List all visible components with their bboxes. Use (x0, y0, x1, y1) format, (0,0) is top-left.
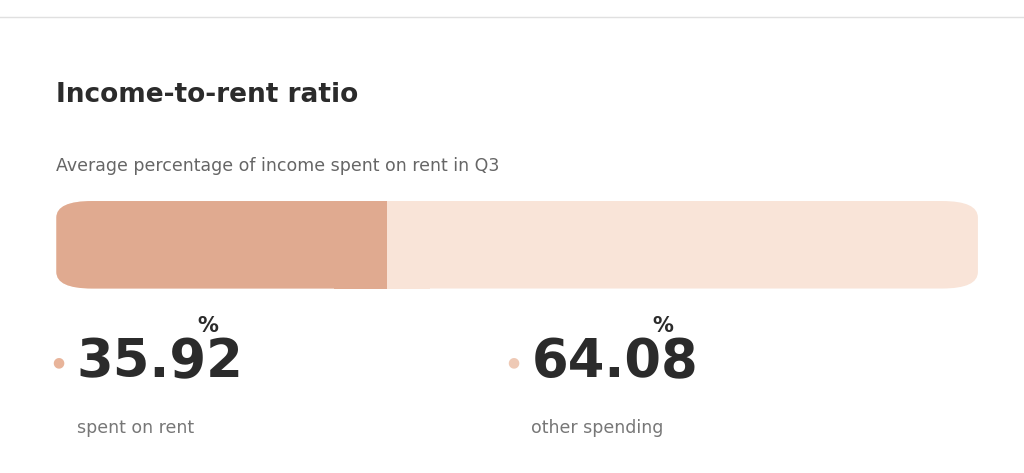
Text: other spending: other spending (531, 419, 664, 437)
Text: Average percentage of income spent on rent in Q3: Average percentage of income spent on re… (56, 157, 500, 175)
Text: %: % (198, 316, 218, 336)
Text: ●: ● (507, 355, 519, 369)
Text: Income-to-rent ratio: Income-to-rent ratio (56, 82, 358, 107)
Text: ●: ● (52, 355, 65, 369)
Text: %: % (652, 316, 673, 336)
Text: 64.08: 64.08 (531, 336, 698, 388)
Text: spent on rent: spent on rent (77, 419, 194, 437)
Text: 35.92: 35.92 (77, 336, 244, 388)
